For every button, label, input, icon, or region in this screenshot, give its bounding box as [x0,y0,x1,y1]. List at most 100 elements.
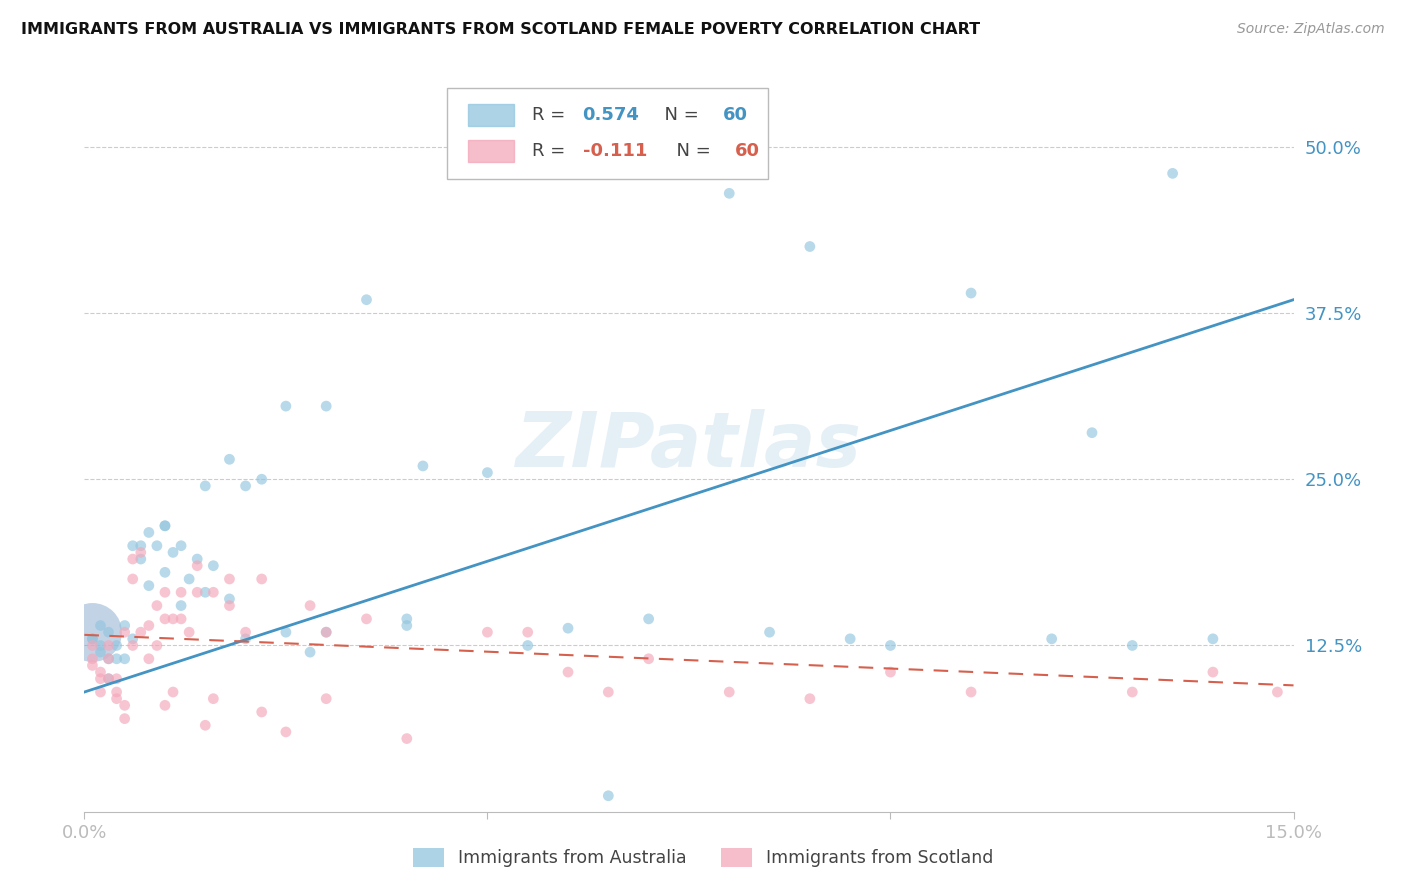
Point [97,639,120,653]
Point [82,632,104,646]
Point [557,621,579,635]
Point [153,566,176,580]
Point [395,612,418,626]
Point [89,645,111,659]
Point [477,466,499,480]
Point [758,625,780,640]
Point [129,552,152,566]
Point [170,612,193,626]
Text: 60: 60 [735,142,759,161]
Point [105,639,128,653]
Point [718,186,741,201]
Point [179,572,201,586]
Point [82,639,104,653]
FancyBboxPatch shape [447,87,768,179]
Point [129,545,152,559]
Text: ZIPatlas: ZIPatlas [516,409,862,483]
Point [799,239,821,253]
Point [315,399,337,413]
Point [218,591,240,606]
Point [557,665,579,679]
Point [97,625,120,640]
Point [356,293,378,307]
Point [105,652,128,666]
Point [121,539,143,553]
Point [105,691,128,706]
Point [114,618,136,632]
Point [162,685,184,699]
Point [315,691,337,706]
Point [129,539,152,553]
Point [114,712,136,726]
Point [121,639,143,653]
Point [274,725,297,739]
Point [516,625,538,640]
Point [315,625,337,640]
Point [82,658,104,673]
Point [138,618,160,632]
Point [179,625,201,640]
Point [129,625,152,640]
Point [1040,632,1063,646]
Point [138,579,160,593]
Point [170,599,193,613]
Point [1202,632,1225,646]
Point [97,652,120,666]
Point [1121,685,1143,699]
Point [194,585,217,599]
Point [82,652,104,666]
Point [186,552,208,566]
Point [146,599,169,613]
Point [89,639,111,653]
Point [516,639,538,653]
Point [477,625,499,640]
Point [879,665,901,679]
Point [89,685,111,699]
Point [82,632,104,646]
Point [105,685,128,699]
Text: 60: 60 [723,105,748,124]
Point [121,552,143,566]
Point [960,685,983,699]
Point [170,539,193,553]
Point [235,479,257,493]
Point [138,652,160,666]
Point [637,652,659,666]
Point [412,458,434,473]
Text: N =: N = [665,142,716,161]
Point [1081,425,1104,440]
Point [250,572,273,586]
Point [356,612,378,626]
Point [105,672,128,686]
Point [235,632,257,646]
Point [879,639,901,653]
Bar [468,103,513,126]
Point [89,672,111,686]
Point [138,525,160,540]
Point [194,718,217,732]
Text: R =: R = [531,142,571,161]
Bar [468,140,513,162]
Point [194,479,217,493]
Point [395,618,418,632]
Point [97,652,120,666]
Point [1267,685,1289,699]
Text: -0.111: -0.111 [582,142,647,161]
Point [960,286,983,301]
Point [153,518,176,533]
Point [114,625,136,640]
Point [153,585,176,599]
Point [315,625,337,640]
Point [153,612,176,626]
Point [121,632,143,646]
Legend: Immigrants from Australia, Immigrants from Scotland: Immigrants from Australia, Immigrants fr… [405,841,1001,874]
Point [299,645,322,659]
Text: 0.574: 0.574 [582,105,640,124]
Point [114,698,136,713]
Point [146,639,169,653]
Point [89,618,111,632]
Point [395,731,418,746]
Point [218,572,240,586]
Point [162,545,184,559]
Point [153,698,176,713]
